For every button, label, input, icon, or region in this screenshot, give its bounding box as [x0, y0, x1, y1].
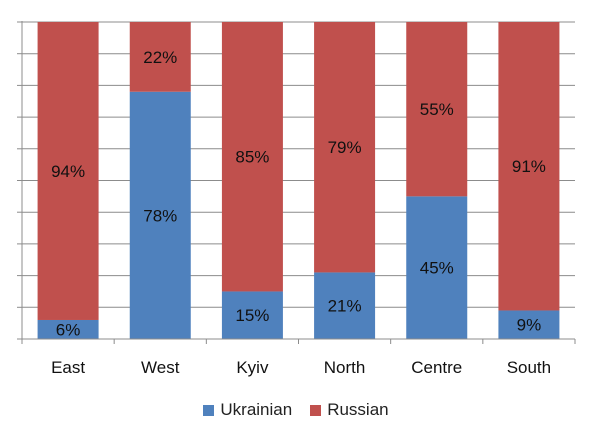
axes: East West Kyiv North Centre South [17, 21, 576, 377]
data-label-ukrainian-north: 21% [328, 297, 362, 316]
data-label-russian-west: 22% [143, 48, 177, 67]
bar-ukrainian-kyiv [221, 291, 283, 339]
legend-swatch-russian [310, 404, 322, 416]
data-label-ukrainian-east: 6% [56, 320, 81, 339]
x-tick-label-kyiv: Kyiv [236, 358, 269, 377]
data-label-ukrainian-centre: 45% [420, 259, 454, 278]
data-label-russian-kyiv: 85% [235, 148, 269, 167]
bar-russian-north [314, 22, 376, 273]
bar-ukrainian-west [129, 91, 191, 340]
bar-russian-east [37, 22, 99, 320]
bar-ukrainian-east [37, 319, 99, 339]
bar-russian-west [129, 22, 191, 92]
data-label-russian-centre: 55% [420, 100, 454, 119]
x-tick-label-west: West [141, 358, 180, 377]
x-tick-label-centre: Centre [411, 358, 462, 377]
legend: Ukrainian Russian [0, 398, 592, 422]
bar-russian-kyiv [221, 22, 283, 292]
data-label-russian-east: 94% [51, 162, 85, 181]
bars [37, 22, 560, 340]
data-label-ukrainian-south: 9% [517, 316, 542, 335]
data-label-ukrainian-west: 78% [143, 206, 177, 225]
bar-ukrainian-centre [406, 196, 468, 339]
x-tick-label-south: South [507, 358, 551, 377]
data-label-russian-north: 79% [328, 138, 362, 157]
legend-label-russian: Russian [327, 400, 389, 419]
data-labels: 6% 94% 78% 22% 15% 85% 21% 79% 45% 55% 9% 91% [51, 48, 546, 340]
x-tick-label-east: East [51, 358, 85, 377]
bar-russian-south [498, 22, 560, 311]
data-label-russian-south: 91% [512, 157, 546, 176]
legend-item-russian: Russian [310, 400, 389, 420]
gridlines [22, 21, 575, 308]
x-tick-label-north: North [324, 358, 366, 377]
data-label-ukrainian-kyiv: 15% [235, 306, 269, 325]
bar-ukrainian-north [314, 272, 376, 339]
legend-item-ukrainian: Ukrainian [203, 400, 292, 420]
bar-ukrainian-south [498, 310, 560, 339]
legend-label-ukrainian: Ukrainian [220, 400, 293, 419]
legend-swatch-ukrainian [203, 404, 215, 416]
bar-russian-centre [406, 22, 468, 197]
